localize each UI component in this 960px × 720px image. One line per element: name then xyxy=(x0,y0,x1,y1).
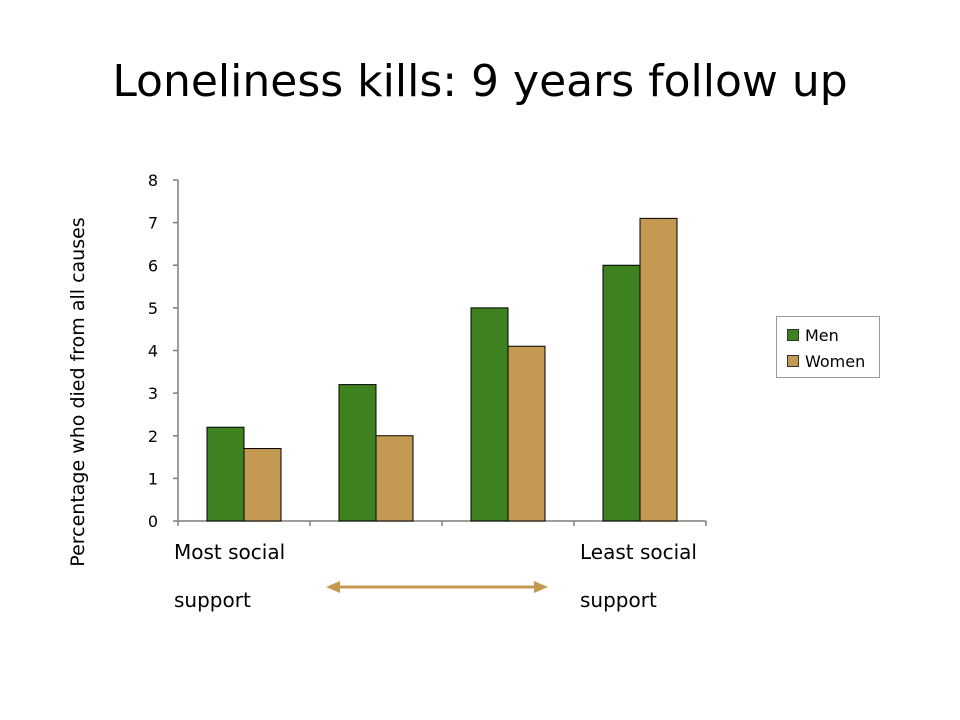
legend-item-women: Women xyxy=(787,351,865,371)
bar-men-3 xyxy=(470,307,509,522)
legend-item-men: Men xyxy=(787,325,839,345)
legend-swatch-women xyxy=(787,355,799,367)
y-tick-label: 0 xyxy=(148,512,158,531)
support-direction-arrow xyxy=(326,581,548,593)
caption-most-social: Most social xyxy=(174,540,286,564)
bar-women-1 xyxy=(243,448,282,522)
legend-label-women: Women xyxy=(805,351,866,371)
bar-men-2 xyxy=(338,384,377,522)
bar-men-4 xyxy=(602,264,641,522)
arrow-head-right xyxy=(534,581,548,593)
chart-legend: Men Women xyxy=(776,316,880,378)
arrow-head-left xyxy=(326,581,340,593)
caption-most-social-support: support xyxy=(174,588,251,612)
caption-least-social: Least social xyxy=(580,540,697,564)
legend-label-men: Men xyxy=(805,325,839,345)
bar-women-4 xyxy=(639,217,678,522)
bar-men-1 xyxy=(206,426,245,522)
y-tick-label: 5 xyxy=(148,299,158,318)
bar-women-3 xyxy=(507,345,546,522)
y-tick-label: 4 xyxy=(148,342,158,361)
y-tick-label: 1 xyxy=(148,469,158,488)
y-tick-label: 2 xyxy=(148,427,158,446)
legend-swatch-men xyxy=(787,329,799,341)
y-tick-label: 8 xyxy=(148,171,158,190)
y-tick-label: 7 xyxy=(148,214,158,233)
y-tick-label: 6 xyxy=(148,256,158,275)
y-axis-label: Percentage who died from all causes xyxy=(67,217,89,566)
y-tick-label: 3 xyxy=(148,384,158,403)
caption-least-social-support: support xyxy=(580,588,657,612)
slide-title: Loneliness kills: 9 years follow up xyxy=(112,56,848,107)
bar-women-2 xyxy=(375,435,414,522)
chart-bars xyxy=(206,217,678,522)
